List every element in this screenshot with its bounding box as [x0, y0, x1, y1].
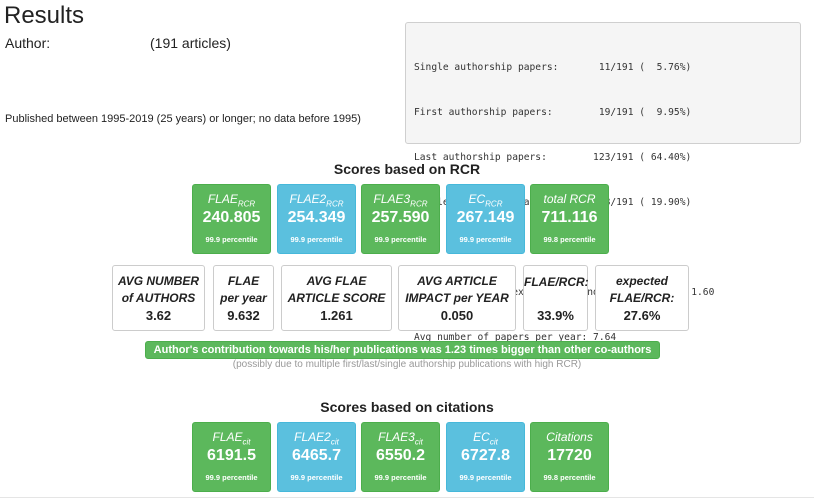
- rcr-card-flae-rcr: FLAERCR 240.805 99.9 percentile: [192, 184, 271, 254]
- score-percentile: 99.9 percentile: [290, 473, 343, 482]
- score-value: 267.149: [456, 209, 515, 226]
- metric-label: FLAE per year: [220, 274, 267, 305]
- score-percentile: 99.9 percentile: [205, 235, 258, 244]
- bottom-divider: [0, 497, 814, 498]
- metric-value: 0.050: [440, 308, 474, 323]
- score-value: 6465.7: [292, 447, 341, 464]
- metric-value: 1.261: [320, 308, 353, 323]
- score-percentile: 99.9 percentile: [374, 473, 427, 482]
- metrics-row: AVG NUMBER of AUTHORS 3.62 FLAE per year 9.63…: [0, 265, 814, 331]
- cit-card-flae-cit: FLAEcit 6191.5 99.9 percentile: [192, 422, 271, 492]
- stats-single: Single authorship papers: 11/191 ( 5.76%…: [414, 62, 692, 73]
- citations-section-title: Scores based on citations: [320, 399, 494, 415]
- score-percentile: 99.8 percentile: [543, 235, 596, 244]
- score-label: ECcit: [473, 430, 498, 447]
- score-label: FLAERCR: [207, 192, 256, 209]
- score-percentile: 99.9 percentile: [459, 473, 512, 482]
- score-label: FLAE3RCR: [373, 192, 428, 209]
- score-label: total RCR: [543, 192, 596, 206]
- stats-first: First authorship papers: 19/191 ( 9.95%): [414, 107, 692, 118]
- score-value: 6191.5: [207, 447, 256, 464]
- rcr-card-flae2-rcr: FLAE2RCR 254.349 99.9 percentile: [277, 184, 356, 254]
- score-percentile: 99.9 percentile: [290, 235, 343, 244]
- metric-box-flae-rcr: FLAE/RCR: 33.9%: [523, 265, 589, 331]
- score-value: 254.349: [287, 209, 346, 226]
- metric-label: AVG NUMBER of AUTHORS: [117, 274, 200, 305]
- metric-label: FLAE/RCR:: [524, 275, 589, 289]
- metric-label: AVG FLAE ARTICLE SCORE: [287, 274, 386, 305]
- metric-box-avg-flae-article-score: AVG FLAE ARTICLE SCORE 1.261: [281, 265, 392, 331]
- author-label: Author:: [5, 35, 51, 51]
- rcr-score-row: FLAERCR 240.805 99.9 percentile FLAE2RCR 254…: [0, 184, 814, 254]
- cit-card-citations: Citations 17720 99.8 percentile: [530, 422, 609, 492]
- metric-label: expected FLAE/RCR:: [609, 274, 675, 305]
- score-label: Citations: [546, 430, 593, 444]
- score-label: FLAE3cit: [378, 430, 423, 447]
- rcr-card-total-rcr: total RCR 711.116 99.8 percentile: [530, 184, 609, 254]
- published-range: Published between 1995-2019 (25 years) o…: [5, 113, 361, 125]
- stats-avg-papers: Avg number of papers per year: 7.64: [414, 332, 617, 343]
- score-value: 257.590: [371, 209, 430, 226]
- contribution-banner: Author's contribution towards his/her pu…: [145, 341, 660, 359]
- metric-value: 9.632: [227, 308, 260, 323]
- score-label: ECRCR: [468, 192, 503, 209]
- metric-value: 3.62: [145, 308, 172, 323]
- score-label: FLAEcit: [212, 430, 251, 447]
- score-value: 6550.2: [376, 447, 425, 464]
- score-value: 240.805: [202, 209, 261, 226]
- score-value: 711.116: [541, 209, 598, 226]
- cit-card-flae2-cit: FLAE2cit 6465.7 99.9 percentile: [277, 422, 356, 492]
- metric-box-flae-per-year: FLAE per year 9.632: [213, 265, 274, 331]
- score-value: 6727.8: [461, 447, 510, 464]
- cit-card-ec-cit: ECcit 6727.8 99.9 percentile: [446, 422, 525, 492]
- rcr-section-title: Scores based on RCR: [333, 161, 481, 177]
- article-count: (191 articles): [150, 35, 231, 51]
- score-percentile: 99.9 percentile: [205, 473, 258, 482]
- score-label: FLAE2cit: [294, 430, 339, 447]
- score-percentile: 99.9 percentile: [459, 235, 512, 244]
- authorship-stats-box: Single authorship papers: 11/191 ( 5.76%…: [405, 22, 801, 343]
- cit-card-flae3-cit: FLAE3cit 6550.2 99.9 percentile: [361, 422, 440, 492]
- rcr-card-flae3-rcr: FLAE3RCR 257.590 99.9 percentile: [361, 184, 440, 254]
- metric-label: AVG ARTICLE IMPACT per YEAR: [405, 274, 509, 305]
- metric-value: 27.6%: [623, 308, 661, 323]
- metric-value: 33.9%: [537, 308, 574, 323]
- score-value: 17720: [547, 447, 592, 464]
- metric-box-avg-article-impact-per-year: AVG ARTICLE IMPACT per YEAR 0.050: [398, 265, 516, 331]
- results-title: Results: [4, 2, 85, 29]
- citations-score-row: FLAEcit 6191.5 99.9 percentile FLAE2cit 6465…: [0, 422, 814, 492]
- contribution-note: (possibly due to multiple first/last/sin…: [232, 359, 582, 370]
- score-percentile: 99.9 percentile: [374, 235, 427, 244]
- score-label: FLAE2RCR: [289, 192, 344, 209]
- stats-last: Last authorship papers: 123/191 ( 64.40%…: [414, 152, 692, 163]
- metric-box-expected-flae-rcr: expected FLAE/RCR: 27.6%: [595, 265, 689, 331]
- rcr-card-ec-rcr: ECRCR 267.149 99.9 percentile: [446, 184, 525, 254]
- metric-box-avg-number-of-authors: AVG NUMBER of AUTHORS 3.62: [112, 265, 205, 331]
- score-percentile: 99.8 percentile: [543, 473, 596, 482]
